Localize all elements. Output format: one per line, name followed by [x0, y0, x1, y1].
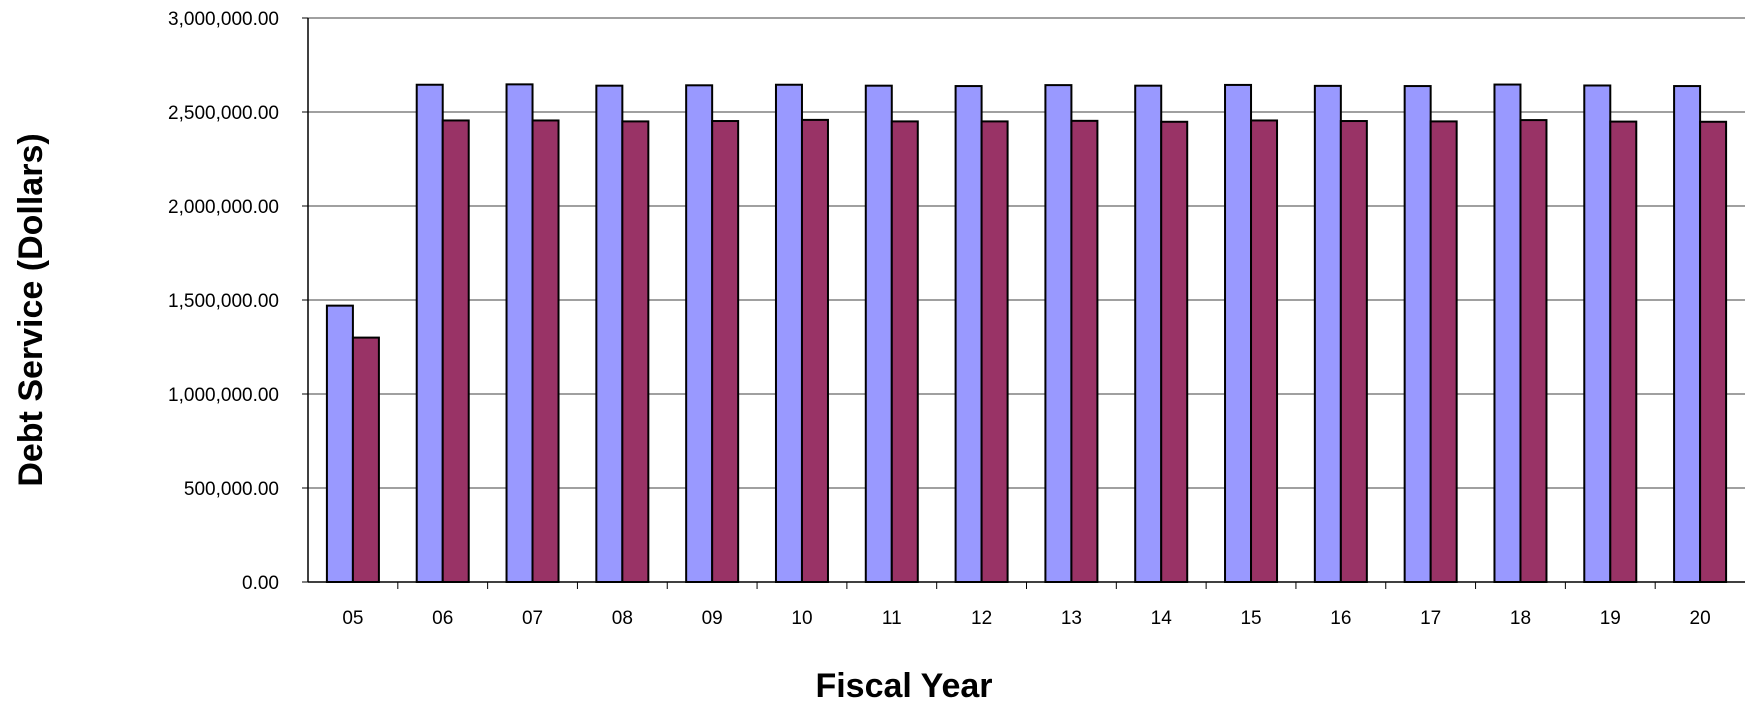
bar-series-1-19 [1583, 84, 1612, 583]
x-tick-label: 11 [882, 608, 902, 629]
y-tick-label: 2,500,000.00 [168, 103, 279, 124]
bar-series-2-18 [1519, 119, 1548, 583]
bar-series-2-15 [1250, 119, 1279, 584]
y-axis-title: Debt Service (Dollars) [12, 133, 50, 486]
bar-series-2-06 [441, 119, 470, 584]
x-tick-label: 18 [1510, 608, 1531, 629]
x-tick-label: 06 [432, 608, 453, 629]
bar-series-2-05 [351, 336, 380, 583]
y-tick-label: 2,000,000.00 [168, 197, 279, 218]
x-tick-label: 10 [791, 608, 812, 629]
x-tick-label: 13 [1061, 608, 1082, 629]
y-tick-labels: 0.00 500,000.00 1,000,000.00 1,500,000.00 2,… [168, 9, 279, 594]
bar-series-2-20 [1699, 120, 1728, 583]
x-tick-label: 15 [1240, 608, 1261, 629]
x-tick-label: 17 [1420, 608, 1441, 629]
y-tick-label: 0.00 [242, 573, 279, 594]
x-tick-label: 14 [1151, 608, 1173, 629]
bar-series-2-12 [980, 120, 1009, 584]
bar-series-2-19 [1609, 120, 1638, 583]
bar-series-2-09 [711, 120, 740, 584]
bar-series-1-07 [505, 83, 534, 583]
axes [307, 18, 1745, 583]
x-tick-label: 05 [342, 608, 363, 629]
y-tick-label: 500,000.00 [184, 479, 279, 500]
x-tick-label: 20 [1690, 608, 1711, 629]
bar-series-1-05 [325, 304, 354, 583]
bar-series-2-16 [1339, 120, 1368, 584]
x-tick-label: 12 [971, 608, 992, 629]
bar-series-1-15 [1224, 83, 1253, 583]
bar-series-1-10 [774, 83, 803, 584]
bar-series-1-08 [595, 84, 624, 584]
bar-series-1-18 [1493, 83, 1522, 583]
bar-series-2-08 [621, 120, 650, 584]
bars [325, 83, 1728, 584]
bar-series-1-11 [864, 84, 893, 584]
x-axis-title: Fiscal Year [815, 667, 992, 705]
bar-series-2-17 [1429, 120, 1458, 584]
bar-series-1-16 [1313, 84, 1342, 583]
bar-series-2-10 [800, 118, 829, 583]
bar-series-2-11 [890, 120, 919, 584]
bar-series-1-12 [954, 85, 983, 583]
bar-series-1-13 [1044, 84, 1073, 583]
bar-series-1-17 [1403, 85, 1432, 583]
y-tick-label: 3,000,000.00 [168, 9, 279, 30]
x-tick-label: 08 [612, 608, 633, 629]
bar-series-1-09 [685, 84, 714, 584]
bar-series-2-07 [531, 119, 560, 584]
bar-series-1-20 [1673, 85, 1702, 583]
bar-series-1-14 [1134, 84, 1163, 584]
x-tick-label: 07 [522, 608, 543, 629]
x-tick-label: 19 [1600, 608, 1621, 629]
y-tick-label: 1,500,000.00 [168, 291, 279, 312]
bar-series-2-13 [1070, 119, 1099, 583]
x-tick-label: 16 [1330, 608, 1351, 629]
bar-series-2-14 [1160, 120, 1189, 583]
y-tick-label: 1,000,000.00 [168, 385, 279, 406]
bar-series-1-06 [415, 83, 444, 584]
x-tick-label: 09 [702, 608, 723, 629]
x-tick-labels: 05 06 07 08 09 10 11 12 13 14 15 16 17 18 19 20 [342, 608, 1710, 629]
